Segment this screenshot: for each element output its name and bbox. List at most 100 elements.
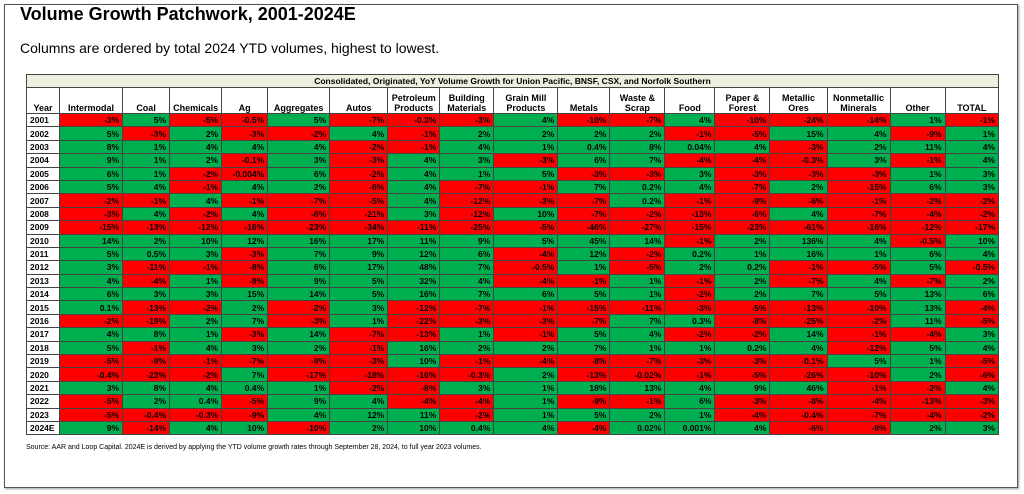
growth-cell: 2% bbox=[493, 367, 559, 382]
growth-cell: 5% bbox=[493, 166, 559, 181]
growth-cell: 4% bbox=[664, 112, 716, 128]
year-cell: 2001 bbox=[25, 112, 61, 128]
growth-cell: 1% bbox=[493, 139, 559, 155]
growth-cell: 7% bbox=[221, 313, 269, 329]
growth-cell: 0.001% bbox=[664, 420, 716, 436]
table-row: 2024E 9% -14% 4% 10% -10% 2% 10% 0.4% 4% -4% 0.02% 0… bbox=[25, 420, 1000, 436]
growth-cell: 3% bbox=[944, 327, 1000, 342]
growth-cell: -5% bbox=[944, 354, 1000, 369]
growth-cell: -1% bbox=[609, 394, 666, 409]
year-cell: 2023 bbox=[25, 407, 61, 422]
column-header: Autos bbox=[329, 87, 389, 114]
growth-cell: -3% bbox=[439, 313, 495, 329]
growth-cell: -25% bbox=[769, 313, 828, 329]
growth-cell: 4% bbox=[714, 420, 771, 436]
growth-cell: -9% bbox=[221, 407, 269, 422]
year-cell: 2018 bbox=[25, 340, 61, 356]
growth-cell: -13% bbox=[122, 300, 171, 315]
growth-cell: 1% bbox=[944, 126, 1000, 141]
year-cell: 2022 bbox=[25, 394, 61, 409]
growth-cell: 6% bbox=[889, 246, 946, 262]
growth-cell: 9% bbox=[59, 153, 124, 168]
table-row: 2002 5% -3% 2% -3% -2% 4% -1% 2% 2% 2% 2% -1% -5% 15% 4… bbox=[25, 126, 1000, 141]
growth-cell: 4% bbox=[267, 139, 331, 155]
growth-cell: -5% bbox=[59, 354, 124, 369]
growth-cell: -1% bbox=[944, 112, 1000, 128]
growth-cell: 7% bbox=[609, 313, 666, 329]
growth-cell: 16% bbox=[267, 233, 331, 248]
source-note: Source: AAR and Loop Capital. 2024E is d… bbox=[26, 444, 482, 451]
column-header: Waste & Scrap bbox=[609, 87, 666, 114]
growth-cell: 17% bbox=[329, 233, 389, 248]
growth-cell: 1% bbox=[664, 340, 716, 356]
growth-cell: -7% bbox=[329, 112, 389, 128]
growth-cell: 6% bbox=[439, 246, 495, 262]
growth-cell: 15% bbox=[769, 126, 828, 141]
growth-cell: -4% bbox=[889, 206, 946, 222]
growth-cell: -5% bbox=[714, 300, 771, 315]
growth-cell: -12% bbox=[439, 193, 495, 208]
growth-cell: 4% bbox=[221, 179, 269, 195]
growth-cell: -2% bbox=[944, 206, 1000, 222]
growth-cell: -8% bbox=[714, 313, 771, 329]
growth-cell: 4% bbox=[826, 273, 891, 289]
growth-cell: -5% bbox=[944, 313, 1000, 329]
growth-cell: 4% bbox=[944, 139, 1000, 155]
table-caption: Consolidated, Originated, YoY Volume Gro… bbox=[26, 74, 999, 88]
table-row: 2016 -2% -19% 2% 7% -3% 1% -22% -3% -3% -7% 7% 0.3% -… bbox=[25, 313, 1000, 329]
growth-cell: 4% bbox=[826, 233, 891, 248]
growth-cell: 4% bbox=[944, 246, 1000, 262]
growth-cell: -15% bbox=[557, 300, 611, 315]
growth-cell: 4% bbox=[59, 327, 124, 342]
column-header: Grain Mill Products bbox=[493, 87, 559, 114]
growth-cell: 9% bbox=[439, 233, 495, 248]
growth-cell: -10% bbox=[826, 300, 891, 315]
growth-cell: -7% bbox=[557, 206, 611, 222]
table-row: 2011 5% 0.5% 3% -3% 7% 9% 12% 6% -4% 12% -2% 0.2% 1% 1… bbox=[25, 246, 1000, 262]
growth-cell: -4% bbox=[557, 420, 611, 436]
growth-cell: -9% bbox=[557, 394, 611, 409]
growth-cell: -15% bbox=[664, 220, 716, 235]
growth-cell: -3% bbox=[493, 313, 559, 329]
year-cell: 2019 bbox=[25, 354, 61, 369]
growth-cell: 1% bbox=[169, 327, 223, 342]
growth-cell: 14% bbox=[609, 233, 666, 248]
growth-cell: 6% bbox=[889, 179, 946, 195]
growth-cell: 4% bbox=[169, 420, 223, 436]
growth-cell: -15% bbox=[826, 179, 891, 195]
growth-cell: 4% bbox=[944, 340, 1000, 356]
growth-cell: -5% bbox=[221, 394, 269, 409]
growth-cell: 13% bbox=[889, 287, 946, 302]
growth-cell: -1% bbox=[557, 273, 611, 289]
growth-cell: 1% bbox=[122, 153, 171, 168]
growth-cell: -13% bbox=[889, 394, 946, 409]
growth-cell: -1% bbox=[889, 153, 946, 168]
growth-cell: -3% bbox=[944, 394, 1000, 409]
growth-cell: -2% bbox=[439, 407, 495, 422]
growth-cell: 5% bbox=[889, 340, 946, 356]
growth-cell: 11% bbox=[387, 407, 441, 422]
growth-cell: -4% bbox=[493, 273, 559, 289]
growth-cell: 4% bbox=[664, 380, 716, 396]
growth-cell: -9% bbox=[714, 193, 771, 208]
growth-cell: 2% bbox=[609, 126, 666, 141]
growth-cell: 4% bbox=[439, 139, 495, 155]
growth-cell: 1% bbox=[329, 313, 389, 329]
growth-cell: -0.3% bbox=[439, 367, 495, 382]
year-cell: 2014 bbox=[25, 287, 61, 302]
growth-cell: 3% bbox=[59, 380, 124, 396]
growth-cell: 46% bbox=[769, 380, 828, 396]
growth-cell: 0.4% bbox=[169, 394, 223, 409]
year-cell: 2006 bbox=[25, 179, 61, 195]
growth-cell: -3% bbox=[267, 313, 331, 329]
growth-cell: 32% bbox=[387, 273, 441, 289]
growth-cell: 0.4% bbox=[439, 420, 495, 436]
growth-cell: 4% bbox=[714, 139, 771, 155]
growth-cell: 1% bbox=[267, 380, 331, 396]
growth-cell: 0.2% bbox=[609, 179, 666, 195]
growth-cell: -5% bbox=[329, 193, 389, 208]
growth-cell: -1% bbox=[826, 193, 891, 208]
growth-cell: -2% bbox=[664, 287, 716, 302]
growth-cell: -4% bbox=[122, 273, 171, 289]
growth-cell: -5% bbox=[826, 260, 891, 275]
